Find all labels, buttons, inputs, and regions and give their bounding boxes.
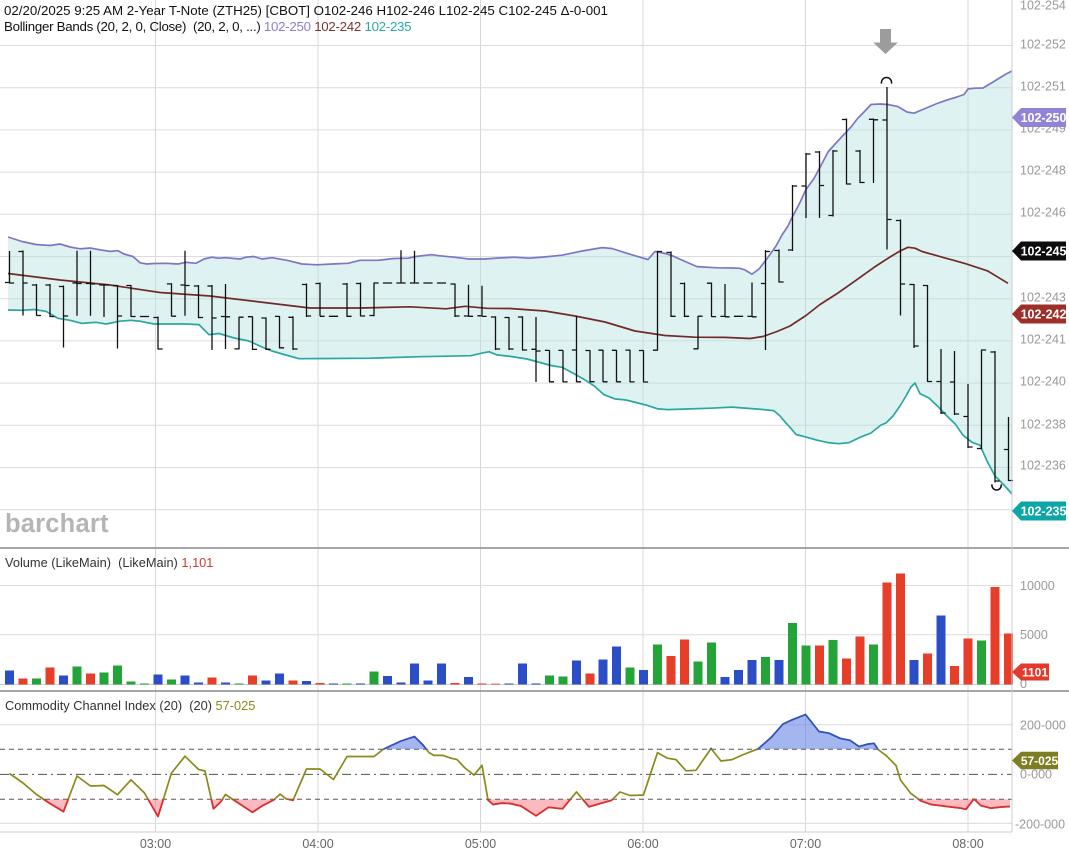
- svg-text:102-250: 102-250: [1021, 111, 1067, 125]
- svg-text:1101: 1101: [1022, 665, 1048, 679]
- svg-text:200-000: 200-000: [1020, 719, 1066, 733]
- svg-text:06:00: 06:00: [627, 837, 658, 851]
- svg-text:102-248: 102-248: [1020, 164, 1066, 178]
- svg-text:Commodity Channel Index (20): Commodity Channel Index (20) (20) 57-025: [5, 698, 255, 713]
- svg-text:102-242: 102-242: [1021, 308, 1067, 322]
- svg-text:102-254: 102-254: [1020, 0, 1066, 13]
- svg-text:102-243: 102-243: [1020, 291, 1066, 305]
- svg-text:102-251: 102-251: [1020, 80, 1066, 94]
- svg-text:57-025: 57-025: [1021, 754, 1059, 768]
- svg-text:-200-000: -200-000: [1015, 818, 1065, 832]
- svg-text:07:00: 07:00: [790, 837, 821, 851]
- svg-text:0-000: 0-000: [1020, 768, 1052, 782]
- svg-text:0: 0: [1020, 677, 1027, 691]
- svg-text:08:00: 08:00: [952, 837, 983, 851]
- svg-text:Volume (LikeMain) (LikeMain): Volume (LikeMain) (LikeMain) 1,101: [5, 555, 213, 570]
- svg-text:102-252: 102-252: [1020, 38, 1066, 52]
- svg-text:5000: 5000: [1020, 628, 1048, 642]
- svg-text:02/20/2025 9:25 AM 2-Year T-No: 02/20/2025 9:25 AM 2-Year T-Note (ZTH25)…: [4, 3, 608, 18]
- svg-text:102-245: 102-245: [1021, 245, 1067, 259]
- svg-text:Bollinger Bands (20, 2, 0, Clo: Bollinger Bands (20, 2, 0, Close) (20, 2…: [4, 19, 411, 34]
- svg-text:102-246: 102-246: [1020, 206, 1066, 220]
- svg-text:102-236: 102-236: [1020, 459, 1066, 473]
- svg-text:10000: 10000: [1020, 579, 1055, 593]
- svg-text:102-240: 102-240: [1020, 375, 1066, 389]
- svg-text:barchart: barchart: [5, 510, 109, 538]
- svg-text:05:00: 05:00: [465, 837, 496, 851]
- svg-text:102-235: 102-235: [1021, 505, 1067, 519]
- svg-text:03:00: 03:00: [140, 837, 171, 851]
- svg-text:102-241: 102-241: [1020, 333, 1066, 347]
- svg-text:102-238: 102-238: [1020, 418, 1066, 432]
- svg-text:04:00: 04:00: [302, 837, 333, 851]
